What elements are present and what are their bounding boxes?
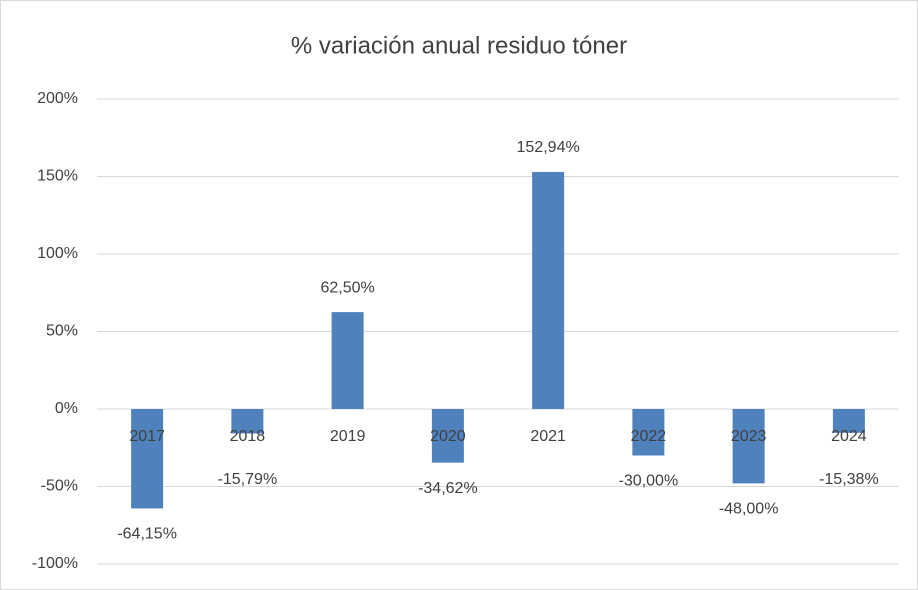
y-tick-label: 200% <box>37 90 78 107</box>
x-tick-label: 2019 <box>330 428 366 445</box>
data-label: 62,50% <box>320 279 374 296</box>
x-tick-label: 2022 <box>631 428 667 445</box>
x-tick-label: 2017 <box>129 428 165 445</box>
y-tick-label: 100% <box>37 245 78 262</box>
y-tick-label: 50% <box>46 323 78 340</box>
x-tick-label: 2023 <box>731 428 767 445</box>
data-label: -15,38% <box>819 471 879 488</box>
data-label: -34,62% <box>418 480 478 497</box>
bar <box>532 171 565 409</box>
x-tick-label: 2024 <box>831 428 867 445</box>
bar <box>832 409 865 433</box>
y-tick-label: 0% <box>55 400 78 417</box>
data-label: -48,00% <box>719 501 779 518</box>
x-tick-label: 2018 <box>230 428 266 445</box>
data-label: -64,15% <box>117 526 177 543</box>
x-tick-label: 2020 <box>430 428 466 445</box>
y-tick-label: -100% <box>32 555 78 572</box>
bar <box>231 409 264 434</box>
data-label: -30,00% <box>619 473 679 490</box>
y-tick-label: 150% <box>37 168 78 185</box>
x-tick-label: 2021 <box>530 428 566 445</box>
y-tick-label: -50% <box>41 478 78 495</box>
data-label: 152,94% <box>517 139 580 156</box>
bar <box>431 409 464 463</box>
data-label: -15,79% <box>218 471 278 488</box>
bar <box>331 312 364 409</box>
bar <box>632 409 665 456</box>
bar <box>131 409 164 509</box>
bar <box>732 409 765 484</box>
chart-title: % variación anual residuo tóner <box>291 32 627 59</box>
